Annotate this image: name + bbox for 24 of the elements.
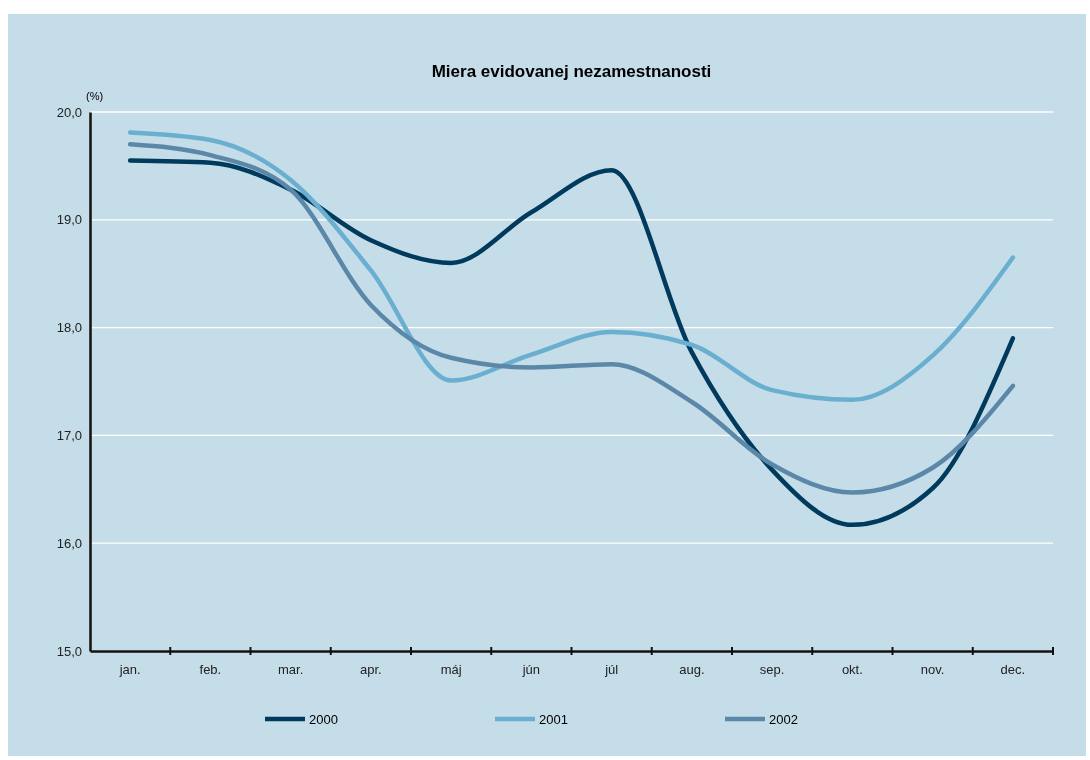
- y-tick-label: 20,0: [56, 104, 82, 120]
- x-tick-label: aug.: [679, 662, 705, 678]
- x-tick-label: jan.: [118, 662, 141, 678]
- y-tick-label: 19,0: [56, 212, 82, 228]
- legend-label: 2001: [539, 712, 568, 727]
- y-tick-label: 15,0: [56, 643, 82, 659]
- chart-title: Miera evidovanej nezamestnanosti: [431, 62, 712, 81]
- line-series: [127, 130, 1016, 403]
- x-tick-label: okt.: [841, 662, 863, 678]
- legend-label: 2002: [769, 712, 798, 727]
- x-tick-label: sep.: [759, 662, 785, 678]
- x-tick-label: jún: [521, 662, 541, 678]
- legend-label: 2000: [309, 712, 338, 727]
- x-tick-label: júl: [604, 662, 619, 678]
- y-tick-label: 17,0: [56, 428, 82, 444]
- x-tick-label: mar.: [277, 662, 304, 678]
- y-tick-label: 18,0: [56, 320, 82, 336]
- y-axis-title: (%): [86, 90, 104, 102]
- x-tick-label: feb.: [199, 662, 222, 678]
- y-tick-label: 16,0: [56, 535, 82, 551]
- x-tick-label: dec.: [1000, 662, 1026, 678]
- x-tick-label: máj: [440, 662, 462, 678]
- x-tick-label: nov.: [920, 662, 945, 678]
- x-tick-label: apr.: [360, 662, 382, 678]
